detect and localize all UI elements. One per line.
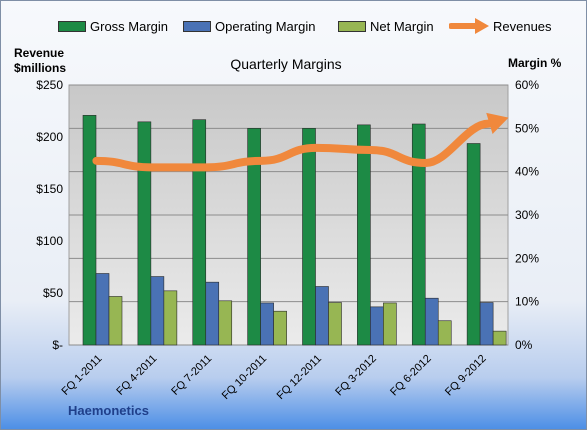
right-tick-label: 10% bbox=[515, 295, 539, 309]
x-tick-label: FQ 4-2011 bbox=[114, 353, 159, 398]
left-tick-label: $100 bbox=[36, 234, 63, 248]
gross-margin-bar bbox=[82, 115, 97, 346]
x-tick-label: FQ 1-2011 bbox=[59, 353, 104, 398]
right-tick-label: 40% bbox=[515, 165, 539, 179]
right-tick-label: 0% bbox=[515, 338, 533, 352]
left-axis-label-line1: Revenue bbox=[14, 46, 65, 60]
operating-margin-bar bbox=[315, 286, 329, 346]
net-margin-bar bbox=[328, 302, 342, 346]
legend-swatch-net bbox=[338, 21, 366, 32]
net-margin-bar bbox=[163, 290, 178, 346]
left-tick-label: $250 bbox=[36, 78, 63, 92]
legend-swatch-gross bbox=[58, 21, 86, 32]
gross-margin-bar bbox=[137, 121, 152, 346]
net-margin-bar bbox=[108, 296, 123, 346]
operating-margin-bar bbox=[370, 306, 384, 346]
gross-margin-bar bbox=[466, 143, 481, 346]
right-axis-label: Margin % bbox=[508, 56, 562, 70]
operating-margin-bar bbox=[205, 281, 220, 346]
left-tick-label: $- bbox=[52, 338, 63, 352]
gross-margin-bar bbox=[247, 128, 261, 346]
revenues-arrowhead bbox=[486, 112, 509, 134]
left-axis-label-line2: $millions bbox=[14, 61, 67, 75]
gross-margin-bar bbox=[302, 128, 316, 346]
operating-margin-bar bbox=[260, 302, 274, 346]
net-margin-bar bbox=[273, 310, 287, 346]
company-name: Haemonetics bbox=[68, 403, 149, 418]
legend-swatch-operating bbox=[183, 21, 211, 32]
left-tick-label: $150 bbox=[36, 182, 63, 196]
operating-margin-bar bbox=[150, 276, 165, 346]
operating-margin-bar bbox=[479, 302, 494, 346]
legend-revenues-arrow-icon bbox=[449, 18, 489, 34]
legend-net-margin: Net Margin bbox=[370, 19, 434, 34]
operating-margin-bar bbox=[424, 297, 439, 346]
left-tick-label: $50 bbox=[43, 286, 63, 300]
gross-margin-bar bbox=[411, 123, 426, 346]
operating-margin-bar bbox=[95, 273, 110, 346]
x-tick-label: FQ 7-2011 bbox=[169, 353, 214, 398]
gross-margin-bar bbox=[357, 124, 371, 346]
x-tick-label: FQ 6-2012 bbox=[388, 353, 434, 399]
x-tick-label: FQ 3-2012 bbox=[333, 353, 379, 399]
right-tick-label: 30% bbox=[515, 208, 539, 222]
legend-operating-margin: Operating Margin bbox=[215, 19, 316, 34]
x-tick-label: FQ 9-2012 bbox=[443, 353, 489, 399]
x-tick-label: FQ 10-2011 bbox=[220, 353, 269, 402]
net-margin-bar bbox=[492, 330, 507, 346]
net-margin-bar bbox=[383, 302, 397, 346]
gross-margin-bar bbox=[192, 119, 207, 346]
x-tick-label: FQ 12-2011 bbox=[275, 353, 324, 402]
chart-title: Quarterly Margins bbox=[230, 56, 342, 72]
legend-gross-margin: Gross Margin bbox=[90, 19, 169, 34]
right-tick-label: 60% bbox=[515, 78, 539, 92]
left-tick-label: $200 bbox=[36, 130, 63, 144]
revenues-line bbox=[92, 119, 493, 172]
right-tick-label: 50% bbox=[515, 121, 539, 135]
right-tick-label: 20% bbox=[515, 251, 539, 265]
net-margin-bar bbox=[218, 300, 233, 346]
legend-revenues: Revenues bbox=[493, 19, 552, 34]
net-margin-bar bbox=[437, 320, 452, 346]
